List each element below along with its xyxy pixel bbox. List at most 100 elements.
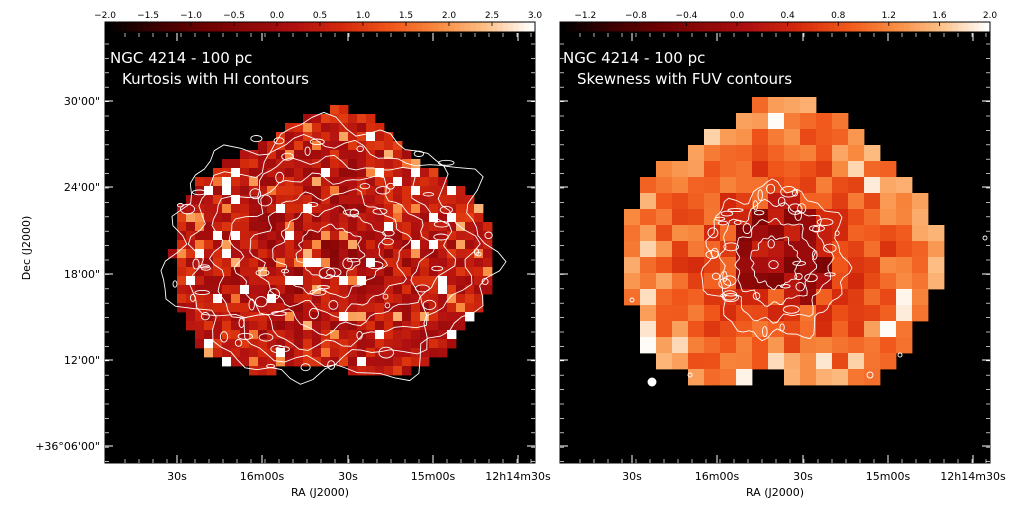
heatmap-cell [656, 257, 673, 274]
heatmap-cell [736, 305, 753, 322]
heatmap-cell [231, 312, 241, 322]
heatmap-cell [402, 348, 412, 358]
heatmap-cell [465, 240, 475, 250]
contour-blob [720, 210, 734, 217]
heatmap-cell [816, 209, 833, 226]
heatmap-cell [312, 186, 322, 196]
heatmap-cell [303, 330, 313, 340]
heatmap-cell [222, 294, 232, 304]
heatmap-cell [330, 330, 340, 340]
heatmap-cell [832, 113, 849, 130]
colorbar-segment [914, 22, 921, 32]
heatmap-cell [276, 204, 286, 214]
heatmap-cell [688, 241, 705, 258]
heatmap-cell [240, 168, 250, 178]
heatmap-cell [375, 303, 385, 313]
colorbar-segment [406, 22, 412, 32]
heatmap-cell [474, 267, 484, 277]
heatmap-cell [186, 222, 196, 232]
contour-blob [742, 222, 752, 235]
heatmap-cell [896, 193, 913, 210]
heatmap-cell [411, 312, 421, 322]
x-tick-label: 30s [793, 470, 813, 483]
heatmap-cell [456, 285, 466, 295]
heatmap-cell [285, 204, 295, 214]
heatmap-cell [429, 213, 439, 223]
contour-blob [711, 247, 719, 259]
heatmap-cell [848, 145, 865, 162]
contour-blob [797, 203, 807, 214]
heatmap-cell [249, 330, 259, 340]
heatmap-cell [672, 241, 689, 258]
heatmap-cell [267, 348, 277, 358]
heatmap-cell [768, 193, 785, 210]
heatmap-cell [321, 114, 331, 124]
contour-blob [200, 312, 210, 321]
heatmap-cell [402, 366, 412, 376]
contour-blob [422, 299, 437, 311]
heatmap-cell [384, 159, 394, 169]
heatmap-cell [258, 249, 268, 259]
heatmap-cell [177, 222, 187, 232]
heatmap-cell [366, 312, 376, 322]
colorbar-segment [212, 22, 219, 32]
heatmap-cell [816, 353, 833, 370]
heatmap-cell [816, 241, 833, 258]
heatmap-cell [752, 337, 769, 354]
x-tick-label: 12h14m30s [940, 470, 1006, 483]
heatmap-cell [330, 114, 340, 124]
colorbar-segment [217, 22, 224, 32]
heatmap-cell [384, 204, 394, 214]
colorbar-segment [529, 22, 536, 32]
heatmap-cell [402, 204, 412, 214]
colorbar-segment [459, 22, 466, 32]
heatmap-cell [832, 241, 849, 258]
heatmap-cell [294, 357, 304, 367]
heatmap-cell [465, 249, 475, 259]
heatmap-cell [465, 258, 475, 268]
heatmap-cell [768, 289, 785, 306]
heatmap-cell [330, 357, 340, 367]
colorbar-segment [346, 22, 353, 32]
heatmap-cell [348, 141, 358, 151]
heatmap-cell [321, 267, 331, 277]
heatmap-cell [240, 213, 250, 223]
heatmap-cell [213, 177, 223, 187]
heatmap-cell [303, 294, 313, 304]
heatmap-cell [294, 330, 304, 340]
heatmap-cell [357, 258, 367, 268]
contour-blob [309, 289, 327, 296]
heatmap-cell [231, 168, 241, 178]
colorbar-segment [185, 22, 192, 32]
heatmap-cell [231, 321, 241, 331]
heatmap-cell [375, 321, 385, 331]
heatmap-cell [384, 285, 394, 295]
colorbar-segment [721, 22, 728, 32]
heatmap-cell [321, 195, 331, 205]
contour-blob [248, 298, 255, 311]
heatmap-cell [768, 305, 785, 322]
heatmap-cell [249, 312, 259, 322]
heatmap-cell [330, 258, 340, 268]
colorbar-segment [753, 22, 760, 32]
colorbar-segment [893, 22, 900, 32]
heatmap-cell [321, 276, 331, 286]
heatmap-cell [294, 204, 304, 214]
heatmap-cell [438, 285, 448, 295]
heatmap-cell [411, 240, 421, 250]
heatmap-cell [402, 321, 412, 331]
heatmap-cell [720, 129, 737, 146]
heatmap-cell [393, 321, 403, 331]
heatmap-cell [321, 204, 331, 214]
contour-blob [192, 258, 200, 270]
colorbar-segment [137, 22, 144, 32]
heatmap-cell [204, 231, 214, 241]
heatmap-cell [348, 195, 358, 205]
heatmap-cell [402, 312, 412, 322]
colorbar-segment [882, 22, 889, 32]
heatmap-cell [357, 231, 367, 241]
heatmap-cell [249, 357, 259, 367]
contour-blob [721, 290, 738, 301]
heatmap-cell [366, 186, 376, 196]
colorbar-segment [309, 22, 316, 32]
